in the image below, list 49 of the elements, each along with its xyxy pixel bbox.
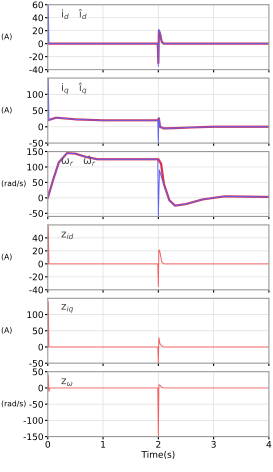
y-tick-label: -150	[24, 433, 44, 440]
y-tick-label: 60	[32, 1, 44, 8]
y-tick-label: 100	[27, 164, 44, 171]
y-tick-label: -40	[29, 286, 44, 294]
annotation: z$_{ω}$	[61, 378, 72, 386]
y-tick-label: 50	[32, 327, 44, 334]
y-tick-label: -50	[29, 360, 44, 367]
x-tick-label: 0	[46, 440, 50, 448]
y-tick-label: 50	[32, 179, 44, 186]
line-series	[48, 4, 269, 67]
x-axis-title: Time(s)	[141, 450, 174, 459]
y-tick-label: 150	[27, 148, 44, 156]
x-tick-label: 3	[211, 440, 216, 448]
y-tick-label: -40	[29, 66, 44, 74]
y-tick-label: 40	[32, 234, 44, 242]
y-tick-label: 0	[38, 384, 44, 392]
y-tick-label: -50	[29, 400, 44, 408]
line-series	[48, 374, 269, 437]
annotation: z$_{iq}$	[61, 304, 73, 313]
y-tick-label: -20	[29, 274, 44, 280]
line-series	[48, 152, 269, 216]
y-tick-label: 20	[32, 248, 44, 254]
line-series	[48, 78, 269, 144]
y-tick-label: 100	[27, 311, 44, 318]
y-tick-label: 50	[32, 107, 44, 114]
y-tick-label: -50	[29, 210, 44, 217]
y-tick-label: -50	[29, 140, 44, 147]
y-tick-label: 0	[38, 124, 44, 130]
y-tick-label: 0	[38, 260, 44, 268]
text: ω$_{r}$ ω̂$_{r}$	[62, 156, 96, 166]
x-tick-label: 4	[266, 441, 272, 448]
x-tick-label: 1	[101, 441, 106, 448]
annotation: z$_{id}$	[61, 232, 74, 240]
y-tick-label: -20	[29, 53, 44, 60]
line-series	[48, 301, 269, 364]
y-tick-label: 0	[38, 344, 44, 351]
y-tick-label: 100	[27, 91, 44, 98]
y-tick-label: 0	[38, 40, 44, 48]
text: i$_{d}$ î$_{d}$	[62, 8, 87, 20]
y-tick-label: 0	[38, 194, 44, 202]
line-series	[48, 116, 269, 130]
x-tick-label: 2	[156, 440, 160, 448]
y-tick-label: 50	[32, 368, 44, 376]
y-tick-label: 20	[32, 27, 44, 34]
y-tick-label: 40	[32, 14, 44, 22]
line-series	[48, 224, 269, 288]
text: i$_{q}$ î$_{q}$	[62, 82, 86, 94]
line-series	[48, 30, 269, 64]
y-tick-label: -100	[24, 417, 44, 424]
